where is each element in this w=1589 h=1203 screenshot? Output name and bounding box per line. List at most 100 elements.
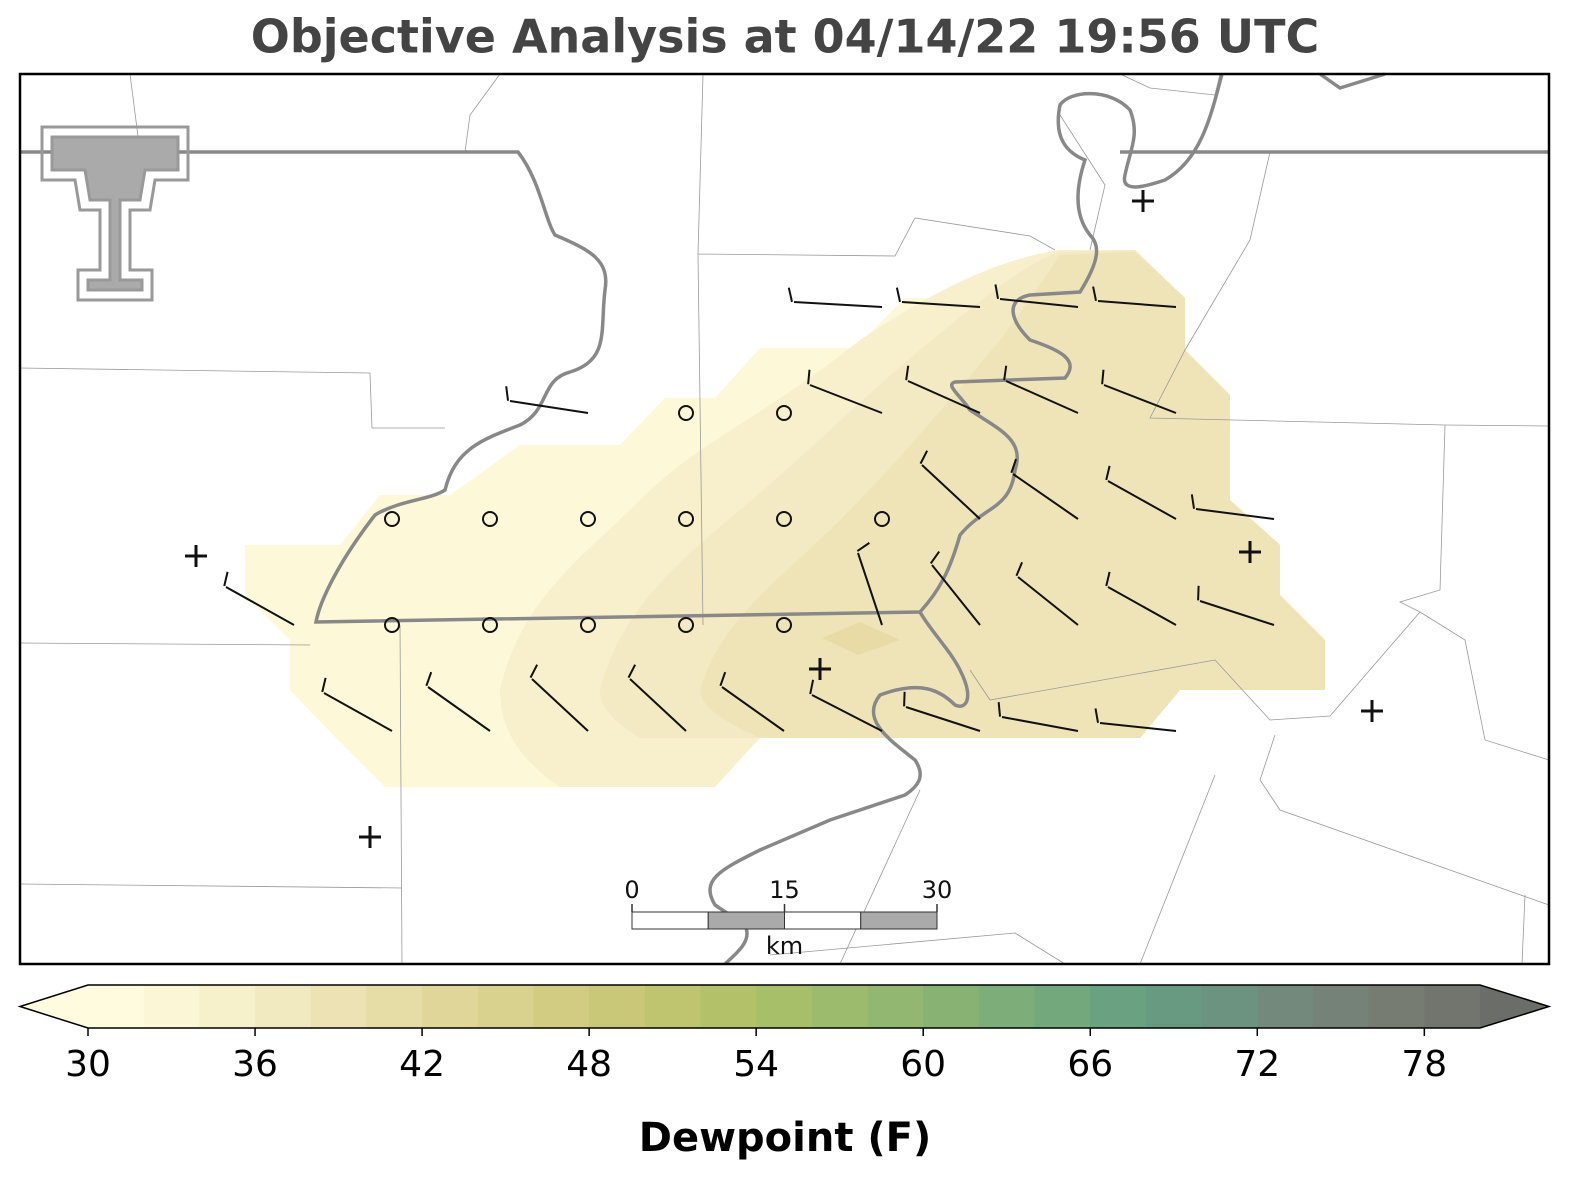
- scale-unit: km: [766, 932, 803, 960]
- calm-station: [874, 511, 890, 527]
- colorbar-swatch: [1090, 985, 1147, 1028]
- map: [18, 72, 1551, 966]
- wind-barb: [425, 671, 491, 732]
- colorbar-swatch: [700, 985, 757, 1028]
- colorbar-tick-label: 72: [1234, 1044, 1280, 1085]
- calm-station: [482, 511, 498, 527]
- calm-station: [580, 511, 596, 527]
- calm-station: [678, 617, 694, 633]
- calm-station: [580, 617, 596, 633]
- colorbar-extend: [1480, 985, 1549, 1028]
- calm-station: [776, 617, 792, 633]
- colorbar-tick-label: 42: [399, 1044, 445, 1085]
- contour-fill: [822, 622, 900, 655]
- wind-barb: [321, 677, 393, 732]
- wind-barb: [1190, 494, 1275, 520]
- scale-label: 15: [769, 876, 800, 904]
- wind-barb: [1094, 708, 1177, 732]
- scale-label: 0: [624, 876, 639, 904]
- colorbar-tick-label: 48: [566, 1044, 612, 1085]
- station-marker: [1239, 541, 1261, 563]
- scale-segment: [860, 911, 938, 930]
- boundaries: [19, 73, 1550, 965]
- wind-barb: [895, 287, 981, 308]
- rivers: [20, 72, 1549, 966]
- colorbar-extend: [20, 985, 88, 1028]
- scale-bar: 0 15 30 km: [624, 876, 952, 960]
- colorbar-swatch: [422, 985, 479, 1028]
- colorbar-swatch: [1257, 985, 1314, 1028]
- colorbar-swatch: [1312, 985, 1370, 1028]
- calm-station: [678, 405, 694, 421]
- calm-station: [776, 511, 792, 527]
- colorbar-tick-label: 78: [1401, 1044, 1447, 1085]
- wind-barb: [807, 369, 883, 414]
- station-marker: [1361, 700, 1383, 722]
- colorbar-tick-label: 54: [733, 1044, 779, 1085]
- colorbar-swatch: [978, 985, 1036, 1028]
- calm-station: [678, 511, 694, 527]
- colorbar-swatch: [88, 985, 145, 1028]
- colorbar-swatch: [255, 985, 312, 1028]
- scale-segment: [631, 911, 709, 930]
- wind-barb: [809, 679, 883, 732]
- colorbar-tick-label: 66: [1067, 1044, 1113, 1085]
- wind-barb: [1105, 465, 1177, 520]
- colorbar-swatch: [533, 985, 590, 1028]
- colorbar-tick-label: 60: [900, 1044, 946, 1085]
- colorbar: 30 36 42 48 54 60 66 72 78: [17, 984, 1552, 1085]
- title: Objective Analysis at 04/14/22 19:56 UTC: [251, 10, 1320, 64]
- map-frame: [18, 72, 1551, 966]
- colorbar-swatch: [811, 985, 869, 1028]
- logo: [40, 125, 190, 302]
- colorbar-tick-label: 30: [65, 1044, 111, 1085]
- colorbar-swatch: [1368, 985, 1425, 1028]
- wind-barb: [1010, 458, 1079, 520]
- wind-barb: [856, 542, 883, 626]
- colorbar-swatch: [1034, 985, 1091, 1028]
- colorbar-swatch: [477, 985, 534, 1028]
- wind-barb: [1197, 585, 1275, 626]
- wind-barb: [903, 691, 981, 732]
- wind-barb: [1015, 561, 1079, 626]
- colorbar-outline: [17, 984, 1552, 1029]
- colorbar-label: Dewpoint (F): [639, 1115, 932, 1161]
- wind-barb: [994, 284, 1079, 308]
- wind-barb: [223, 571, 295, 626]
- colorbar-swatch: [310, 985, 367, 1028]
- colorbar-swatch: [867, 985, 924, 1028]
- wind-barb: [719, 671, 785, 732]
- station-marker: [809, 658, 831, 680]
- station-marker: [359, 826, 381, 848]
- wind-barb: [787, 287, 883, 308]
- contour-fill: [700, 252, 1325, 738]
- wind-barb: [929, 550, 981, 626]
- calm-station: [776, 405, 792, 421]
- wind-barb: [919, 450, 981, 520]
- calm-station: [482, 617, 498, 633]
- scale-label: 30: [922, 876, 953, 904]
- colorbar-swatch: [1201, 985, 1258, 1028]
- colorbar-swatch: [143, 985, 200, 1028]
- wind-barb: [905, 365, 981, 414]
- colorbar-swatch: [756, 985, 813, 1028]
- wind-barbs: [185, 190, 1383, 848]
- wind-barb: [997, 702, 1079, 732]
- wind-barb: [529, 664, 589, 732]
- colorbar-swatch: [644, 985, 701, 1028]
- colorbar-swatch: [923, 985, 980, 1028]
- station-marker: [1132, 190, 1154, 212]
- wind-barb: [1003, 365, 1079, 414]
- calm-station: [384, 511, 400, 527]
- scale-segment: [707, 911, 785, 930]
- wind-barb: [627, 664, 687, 732]
- colorbar-tick-label: 36: [232, 1044, 278, 1085]
- station-marker: [185, 545, 207, 567]
- wind-barb: [1101, 369, 1177, 414]
- wind-barb: [1092, 286, 1177, 308]
- colorbar-swatch: [1145, 985, 1203, 1028]
- colorbar-swatch: [199, 985, 256, 1028]
- colorbar-swatch: [589, 985, 646, 1028]
- wind-barb: [505, 386, 589, 414]
